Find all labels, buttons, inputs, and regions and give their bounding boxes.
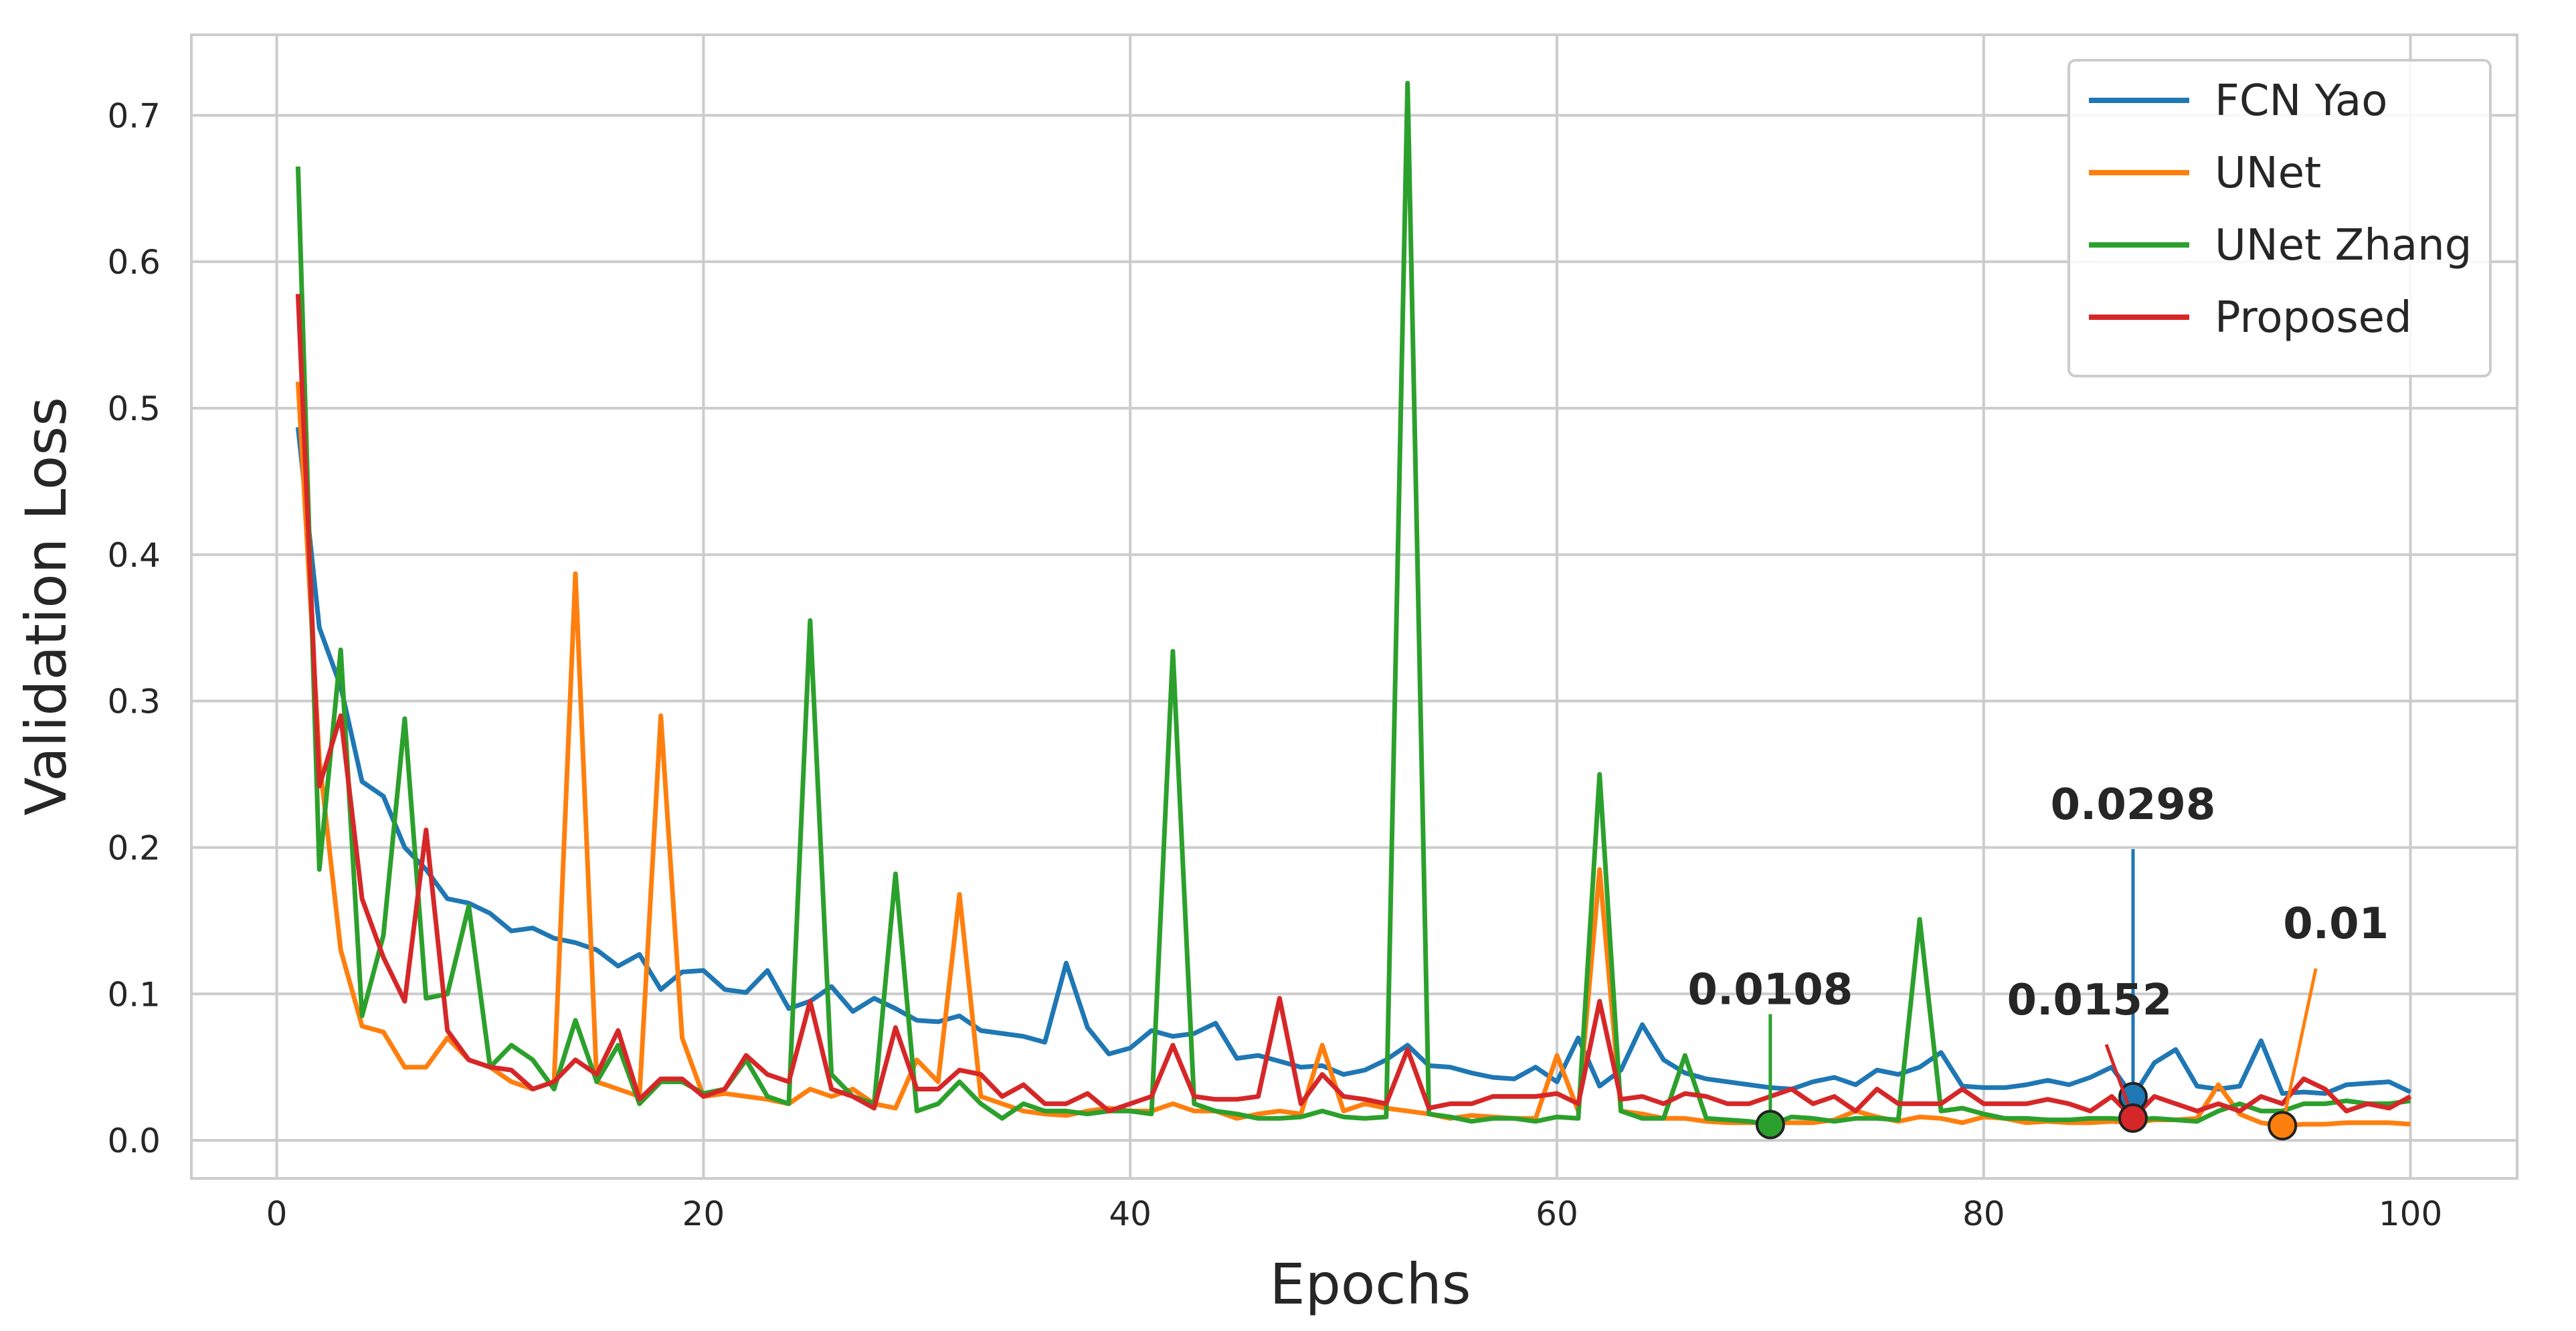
- series-line-fcn-yao: [295, 427, 2412, 1099]
- annotation-marker-unet: [2268, 1111, 2298, 1141]
- annotation-label: 0.0108: [1687, 965, 1853, 1014]
- legend-label-unet-zhang: UNet Zhang: [2215, 221, 2472, 270]
- legend-label-proposed: Proposed: [2215, 293, 2412, 343]
- y-tick-label: 0.2: [107, 828, 161, 867]
- legend: FCN Yao UNet UNet Zhang Proposed: [2067, 59, 2492, 377]
- legend-box: [2067, 59, 2492, 377]
- annotations: 0.0108 0.0298 0.0152 0.01: [1687, 780, 2389, 1141]
- x-tick-label: 100: [2379, 1194, 2442, 1233]
- y-tick-label: 0.1: [107, 975, 161, 1014]
- plot-area-frame: [190, 33, 2518, 1180]
- y-tick-label: 0.6: [107, 243, 161, 282]
- annotation-label: 0.01: [2283, 899, 2389, 949]
- y-tick-label: 0.5: [107, 389, 161, 428]
- y-tick-label: 0.7: [107, 96, 161, 135]
- annotation-label: 0.0298: [2050, 780, 2215, 830]
- x-tick-label: 60: [1536, 1194, 1578, 1233]
- y-tick-label: 0.0: [107, 1122, 161, 1160]
- annotation-leader: [2280, 968, 2318, 1126]
- x-tick-label: 20: [682, 1194, 725, 1233]
- series-line-unet-zhang: [295, 80, 2411, 1127]
- y-tick-labels: 0.0 0.1 0.2 0.3 0.4 0.5 0.6 0.7: [107, 96, 161, 1160]
- x-tick-label: 80: [1962, 1194, 2005, 1233]
- y-axis-title: Validation Loss: [13, 397, 79, 816]
- annotation-label: 0.0152: [2007, 976, 2172, 1025]
- annotation-marker-proposed: [2118, 1103, 2148, 1133]
- x-tick-label: 0: [266, 1194, 288, 1233]
- x-tick-labels: 0 20 40 60 80 100: [266, 1194, 2443, 1233]
- annotation-marker-unet-zhang: [1755, 1110, 1785, 1140]
- x-tick-label: 40: [1109, 1194, 1152, 1233]
- y-tick-label: 0.4: [107, 536, 161, 575]
- series-lines: [295, 80, 2412, 1128]
- y-tick-label: 0.3: [107, 683, 161, 721]
- legend-label-fcn-yao: FCN Yao: [2215, 76, 2387, 126]
- legend-label-unet: UNet: [2215, 149, 2321, 198]
- x-axis-title: Epochs: [1270, 1251, 1471, 1317]
- series-line-proposed: [295, 294, 2412, 1121]
- grid: [191, 35, 2517, 1178]
